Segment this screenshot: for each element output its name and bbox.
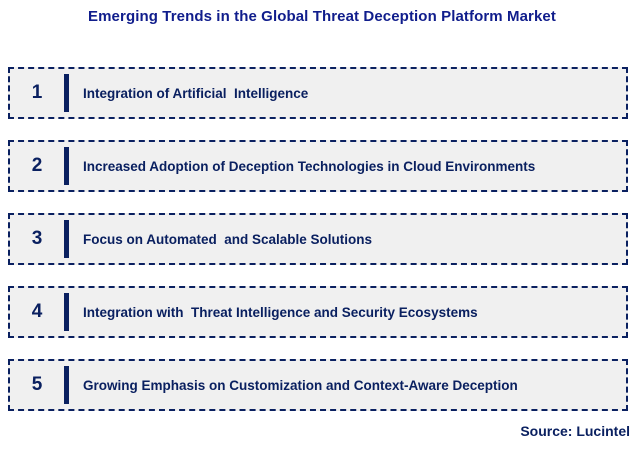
trend-box-1: 1 Integration of Artificial Intelligence xyxy=(8,67,628,119)
trend-label: Increased Adoption of Deception Technolo… xyxy=(83,158,536,174)
trends-list: 1 Integration of Artificial Intelligence… xyxy=(8,67,628,432)
trend-box-4: 4 Integration with Threat Intelligence a… xyxy=(8,286,628,338)
trend-number: 2 xyxy=(31,155,43,176)
trend-number: 5 xyxy=(31,374,43,395)
vertical-accent-bar xyxy=(64,220,69,258)
trend-number: 3 xyxy=(31,228,43,249)
page-title: Emerging Trends in the Global Threat Dec… xyxy=(88,8,556,25)
trend-number: 4 xyxy=(31,301,43,322)
trend-number: 1 xyxy=(31,82,43,103)
trend-label: Focus on Automated and Scalable Solution… xyxy=(83,231,373,247)
vertical-accent-bar xyxy=(64,74,69,112)
source-attribution: Source: Lucintel xyxy=(520,423,630,439)
vertical-accent-bar xyxy=(64,366,69,404)
trend-label: Integration with Threat Intelligence and… xyxy=(83,304,478,320)
vertical-accent-bar xyxy=(64,147,69,185)
trend-label: Integration of Artificial Intelligence xyxy=(83,85,309,101)
vertical-accent-bar xyxy=(64,293,69,331)
trend-box-3: 3 Focus on Automated and Scalable Soluti… xyxy=(8,213,628,265)
trend-label: Growing Emphasis on Customization and Co… xyxy=(83,377,518,393)
trend-box-5: 5 Growing Emphasis on Customization and … xyxy=(8,359,628,411)
trend-box-2: 2 Increased Adoption of Deception Techno… xyxy=(8,140,628,192)
